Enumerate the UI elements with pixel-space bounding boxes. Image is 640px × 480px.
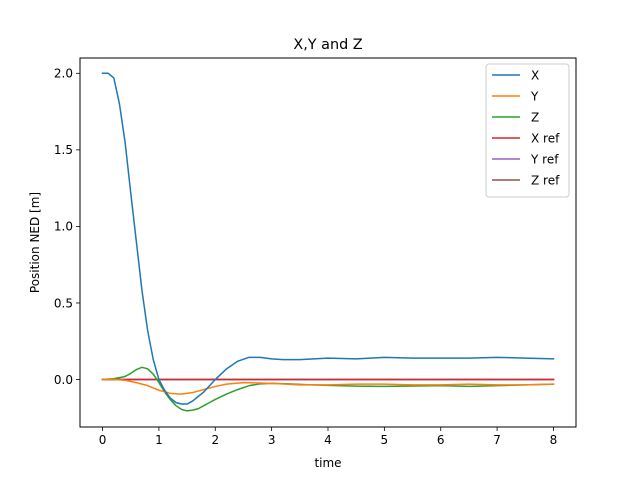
y-tick-label: 1.5 [54, 143, 73, 157]
x-tick-label: 7 [493, 433, 501, 447]
series-line [101, 378, 555, 395]
legend-entry: Y ref [530, 152, 559, 166]
x-axis: 0 1 2 3 4 5 6 7 8 [99, 427, 558, 447]
x-tick-label: 2 [211, 433, 219, 447]
chart-title: X,Y and Z [293, 37, 362, 53]
y-axis: 0.0 0.5 1.0 1.5 2.0 [54, 67, 80, 387]
legend-entry: Y [530, 89, 539, 103]
x-tick-label: 4 [324, 433, 332, 447]
y-tick-label: 0.0 [54, 373, 73, 387]
plot-lines [101, 72, 555, 412]
x-tick-label: 0 [99, 433, 107, 447]
x-tick-label: 3 [268, 433, 276, 447]
series-line [101, 366, 555, 412]
legend-entry: X ref [531, 131, 560, 145]
x-tick-label: 1 [155, 433, 163, 447]
y-tick-label: 2.0 [54, 67, 73, 81]
x-tick-label: 5 [381, 433, 389, 447]
x-tick-label: 6 [437, 433, 445, 447]
legend-entry: X [531, 68, 539, 82]
legend-entry: Z [531, 110, 539, 124]
legend: XYZ X ref Y ref Z ref [485, 63, 570, 198]
y-tick-label: 0.5 [54, 296, 73, 310]
series-line [101, 72, 555, 405]
legend-box [485, 63, 570, 198]
legend-entry: Z ref [531, 173, 560, 187]
x-tick-label: 8 [550, 433, 558, 447]
x-axis-label: time [314, 456, 341, 470]
y-tick-label: 1.0 [54, 220, 73, 234]
y-axis-label: Position NED [m] [28, 192, 42, 293]
